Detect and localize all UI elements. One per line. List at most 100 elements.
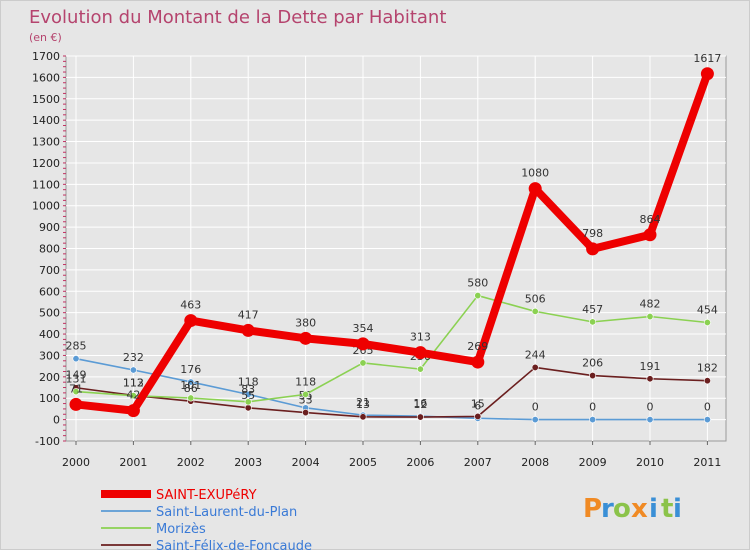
data-point bbox=[244, 390, 252, 398]
data-point bbox=[703, 319, 711, 327]
data-label: 0 bbox=[532, 401, 539, 414]
data-point bbox=[302, 390, 310, 398]
y-tick-label: 400 bbox=[39, 328, 60, 341]
data-point bbox=[72, 388, 80, 396]
x-tick-label: 2000 bbox=[62, 456, 90, 469]
y-tick-label: 600 bbox=[39, 285, 60, 298]
logo-letter: o bbox=[613, 494, 631, 524]
data-label: 313 bbox=[410, 331, 431, 344]
x-tick-label: 2001 bbox=[119, 456, 147, 469]
data-label: 1080 bbox=[521, 167, 549, 180]
data-label: 12 bbox=[413, 398, 427, 411]
logo-letter: i bbox=[673, 494, 682, 524]
series-line bbox=[75, 357, 708, 421]
data-label: 244 bbox=[525, 348, 546, 361]
data-point bbox=[244, 398, 252, 406]
x-tick-label: 2002 bbox=[177, 456, 205, 469]
data-label: 15 bbox=[471, 397, 485, 410]
data-label: 285 bbox=[66, 340, 87, 353]
data-label: 864 bbox=[640, 213, 661, 226]
legend-label: Saint-Laurent-du-Plan bbox=[156, 505, 297, 520]
y-tick-label: -100 bbox=[35, 435, 60, 448]
data-label: 86 bbox=[184, 382, 198, 395]
data-point bbox=[302, 409, 310, 417]
data-point bbox=[244, 404, 252, 412]
data-point bbox=[589, 416, 597, 424]
y-tick-label: 700 bbox=[39, 264, 60, 277]
legend-label: SAINT-EXUPéRY bbox=[156, 488, 257, 503]
data-label: 463 bbox=[180, 299, 201, 312]
y-tick-label: 1300 bbox=[32, 136, 60, 149]
data-label: 118 bbox=[238, 375, 259, 388]
logo-letter: i bbox=[649, 494, 658, 524]
legend-label: Morizès bbox=[156, 522, 206, 537]
data-point bbox=[528, 182, 542, 196]
y-tick-label: 200 bbox=[39, 371, 60, 384]
data-point bbox=[589, 318, 597, 326]
series-2: 13111210183118265236580506457482454 bbox=[66, 277, 718, 406]
data-label: 55 bbox=[241, 389, 255, 402]
y-tick-label: 1700 bbox=[32, 50, 60, 63]
data-point bbox=[589, 372, 597, 380]
x-tick-label: 2011 bbox=[693, 456, 721, 469]
data-label: 482 bbox=[640, 298, 661, 311]
x-tick-label: 2008 bbox=[521, 456, 549, 469]
series-0: 71 42 463 417 380 354 313 269 1080 798 864 1617 bbox=[69, 52, 721, 418]
x-tick-label: 2010 bbox=[636, 456, 664, 469]
data-label: 6 bbox=[474, 399, 481, 412]
data-point bbox=[359, 359, 367, 367]
data-point bbox=[531, 363, 539, 371]
logo-letter: P bbox=[583, 494, 602, 524]
data-point bbox=[299, 331, 313, 345]
data-point bbox=[646, 313, 654, 321]
legend: SAINT-EXUPéRY Saint-Laurent-du-Plan Morizè… bbox=[101, 488, 312, 551]
data-label: 131 bbox=[66, 373, 87, 386]
x-tick-label: 2006 bbox=[406, 456, 434, 469]
data-label: 454 bbox=[697, 304, 718, 317]
data-label: 33 bbox=[299, 394, 313, 407]
data-point bbox=[700, 67, 714, 81]
data-label: 580 bbox=[467, 277, 488, 290]
data-point bbox=[531, 307, 539, 315]
data-label: 457 bbox=[582, 303, 603, 316]
logo-letter: x bbox=[631, 494, 648, 524]
y-tick-label: 900 bbox=[39, 221, 60, 234]
data-label: 380 bbox=[295, 316, 316, 329]
proxiti-logo: Pr o x i t i bbox=[583, 494, 682, 524]
x-tick-label: 2003 bbox=[234, 456, 262, 469]
data-label: 232 bbox=[123, 351, 144, 364]
y-tick-label: 1000 bbox=[32, 200, 60, 213]
data-point bbox=[474, 292, 482, 300]
legend-label: Saint-Félix-de-Foncaude bbox=[156, 539, 312, 551]
data-label: 101 bbox=[180, 379, 201, 392]
data-label: 191 bbox=[640, 360, 661, 373]
x-tick-label: 2009 bbox=[579, 456, 607, 469]
data-point bbox=[643, 228, 657, 242]
series-line bbox=[75, 72, 712, 415]
data-label: 206 bbox=[582, 357, 603, 370]
data-point bbox=[129, 366, 137, 374]
data-point bbox=[416, 413, 424, 421]
data-label: 176 bbox=[180, 363, 201, 376]
data-point bbox=[703, 377, 711, 385]
data-label: 1617 bbox=[693, 52, 721, 65]
data-point bbox=[72, 355, 80, 363]
y-tick-label: 1200 bbox=[32, 157, 60, 170]
data-point bbox=[129, 392, 137, 400]
data-point bbox=[646, 416, 654, 424]
data-label: 0 bbox=[647, 401, 654, 414]
data-label: 0 bbox=[589, 401, 596, 414]
data-point bbox=[586, 242, 600, 256]
x-tick-label: 2004 bbox=[292, 456, 320, 469]
data-point bbox=[413, 346, 427, 360]
y-tick-label: 1500 bbox=[32, 93, 60, 106]
y-tick-label: 800 bbox=[39, 243, 60, 256]
y-tick-label: 0 bbox=[53, 414, 60, 427]
y-tick-label: 500 bbox=[39, 307, 60, 320]
data-point bbox=[359, 413, 367, 421]
x-tick-label: 2007 bbox=[464, 456, 492, 469]
data-label: 13 bbox=[356, 398, 370, 411]
data-point bbox=[531, 416, 539, 424]
data-point bbox=[703, 416, 711, 424]
